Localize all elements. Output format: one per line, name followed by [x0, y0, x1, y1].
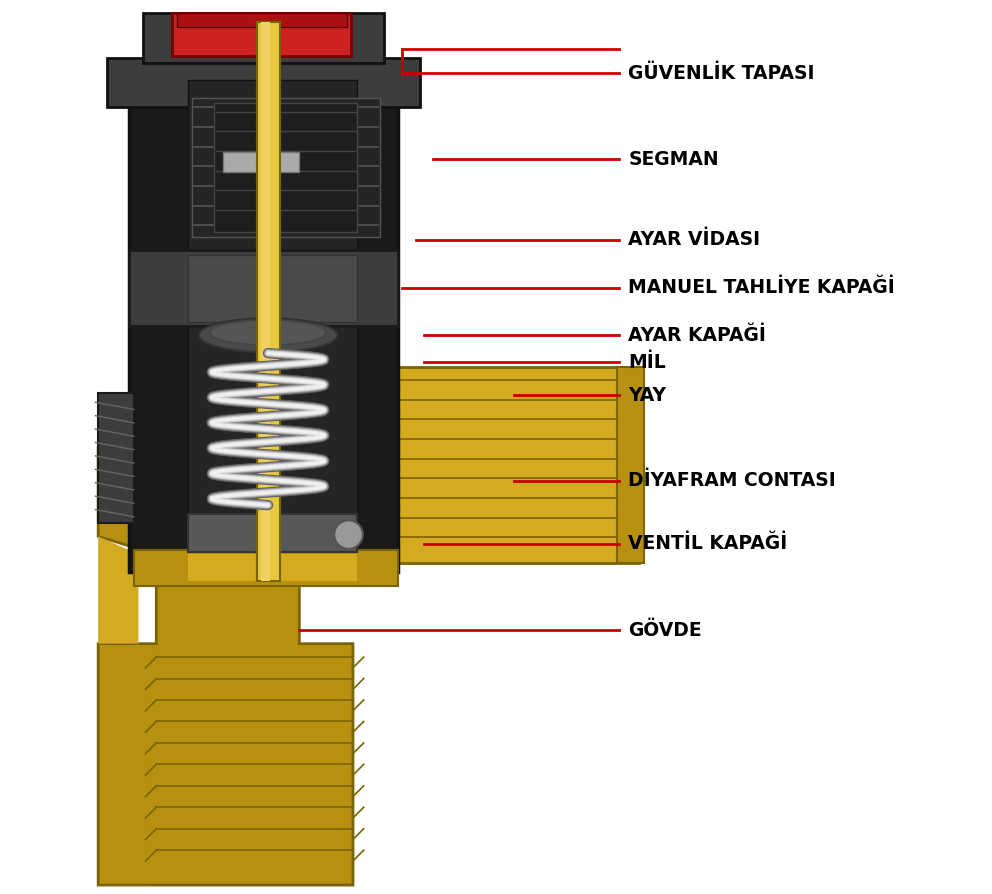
Bar	[143, 13, 384, 63]
Bar	[187, 554, 357, 581]
Text: MİL: MİL	[628, 352, 666, 372]
Text: MANUEL TAHLİYE KAPAĞİ: MANUEL TAHLİYE KAPAĞİ	[628, 278, 895, 298]
Polygon shape	[300, 367, 353, 402]
Polygon shape	[98, 536, 139, 644]
Bar	[173, 13, 351, 56]
Bar	[214, 103, 357, 232]
Text: DİYAFRAM CONTASI: DİYAFRAM CONTASI	[628, 471, 836, 491]
Bar	[192, 98, 380, 237]
Bar	[177, 13, 346, 27]
Text: YAY: YAY	[628, 385, 667, 405]
Bar	[617, 367, 644, 563]
Bar	[157, 644, 353, 885]
Bar	[130, 80, 398, 572]
Text: AYAR KAPAĞİ: AYAR KAPAĞİ	[628, 325, 766, 345]
Bar	[187, 514, 357, 552]
Text: SEGMAN: SEGMAN	[628, 149, 719, 169]
Bar	[257, 22, 280, 581]
Bar	[300, 367, 639, 563]
Text: AYAR VİDASI: AYAR VİDASI	[628, 230, 761, 249]
Ellipse shape	[210, 320, 326, 345]
Bar	[261, 22, 270, 581]
Circle shape	[334, 520, 363, 549]
Bar	[264, 150, 277, 173]
Bar	[261, 22, 270, 581]
Bar	[223, 152, 300, 172]
Bar	[257, 22, 280, 581]
Text: VENTİL KAPAĞİ: VENTİL KAPAĞİ	[628, 534, 788, 553]
Bar	[134, 550, 398, 586]
Polygon shape	[98, 393, 353, 885]
Text: GÜVENLİK TAPASI: GÜVENLİK TAPASI	[628, 63, 814, 83]
Bar	[107, 58, 420, 107]
Bar	[98, 393, 134, 523]
Bar	[130, 250, 398, 326]
Bar	[187, 80, 357, 572]
Bar	[187, 255, 357, 322]
Ellipse shape	[198, 318, 337, 352]
Text: GÖVDE: GÖVDE	[628, 620, 702, 640]
